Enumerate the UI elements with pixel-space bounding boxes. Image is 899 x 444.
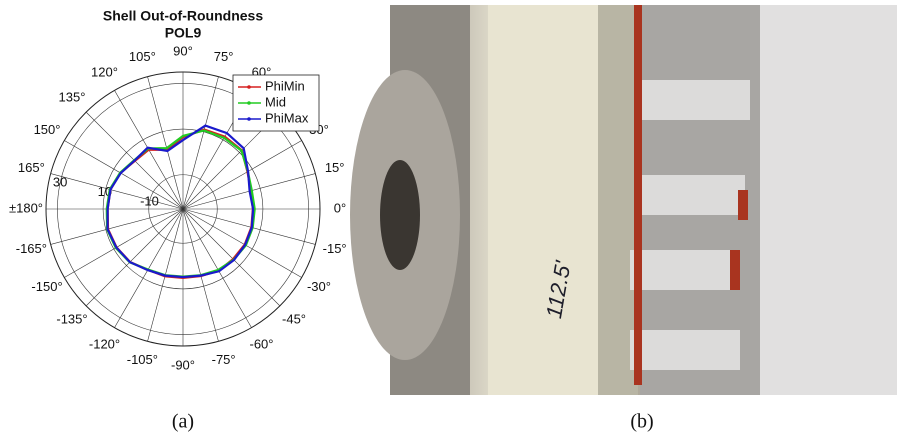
grid-spoke [182,208,316,245]
theta-tick-label: 90° [173,43,193,58]
r-tick-label: -10 [140,193,159,208]
theta-tick-label: 0° [334,200,346,215]
grid-spoke [147,76,184,210]
theta-tick-label: -105° [127,352,158,367]
theta-tick-label: -75° [212,352,236,367]
grid-spoke [50,173,184,210]
grid-spoke [182,208,302,278]
grid-ring [148,174,218,244]
series-line [106,124,255,279]
theta-tick-label: 75° [214,49,234,64]
theta-tick-label: -60° [250,336,274,351]
grid-ring [102,128,264,290]
theta-tick-label: 165° [18,160,45,175]
theta-tick-label: -90° [171,357,195,372]
legend-marker [247,85,251,89]
theta-tick-label: 135° [59,89,86,104]
caption: (b) [630,411,653,433]
grid-spoke [182,76,219,210]
legend-marker [247,101,251,105]
theta-tick-label: -120° [89,336,120,351]
grid-spoke [64,208,184,278]
legend-label: Mid [265,94,286,109]
theta-tick-label: 105° [129,49,156,64]
grid-spoke [182,208,252,328]
photo [350,5,897,395]
theta-tick-label: -150° [31,279,62,294]
grid-spoke [64,140,184,210]
grid-spoke [114,208,184,328]
theta-tick-label: -135° [56,311,87,326]
theta-tick-label: ±180° [9,200,43,215]
grid-spoke [85,208,184,307]
grid-spoke [182,140,302,210]
legend-marker [247,117,251,121]
grid-spoke [50,208,184,245]
legend-label: PhiMin [265,78,305,93]
theta-tick-label: 15° [325,160,345,175]
legend-label: PhiMax [265,110,309,125]
theta-tick-label: 120° [91,64,118,79]
theta-tick-label: -30° [307,279,331,294]
theta-tick-label: -45° [282,311,306,326]
caption: (a) [172,411,194,433]
theta-tick-label: -15° [323,241,347,256]
theta-tick-label: -165° [16,241,47,256]
grid-spoke [182,208,281,307]
theta-tick-label: 150° [34,122,61,137]
chart-subtitle: POL9 [165,25,202,41]
r-tick-label: 30 [53,174,67,189]
grid-ring [57,83,309,335]
chart-title: Shell Out-of-Roundness [103,8,263,24]
